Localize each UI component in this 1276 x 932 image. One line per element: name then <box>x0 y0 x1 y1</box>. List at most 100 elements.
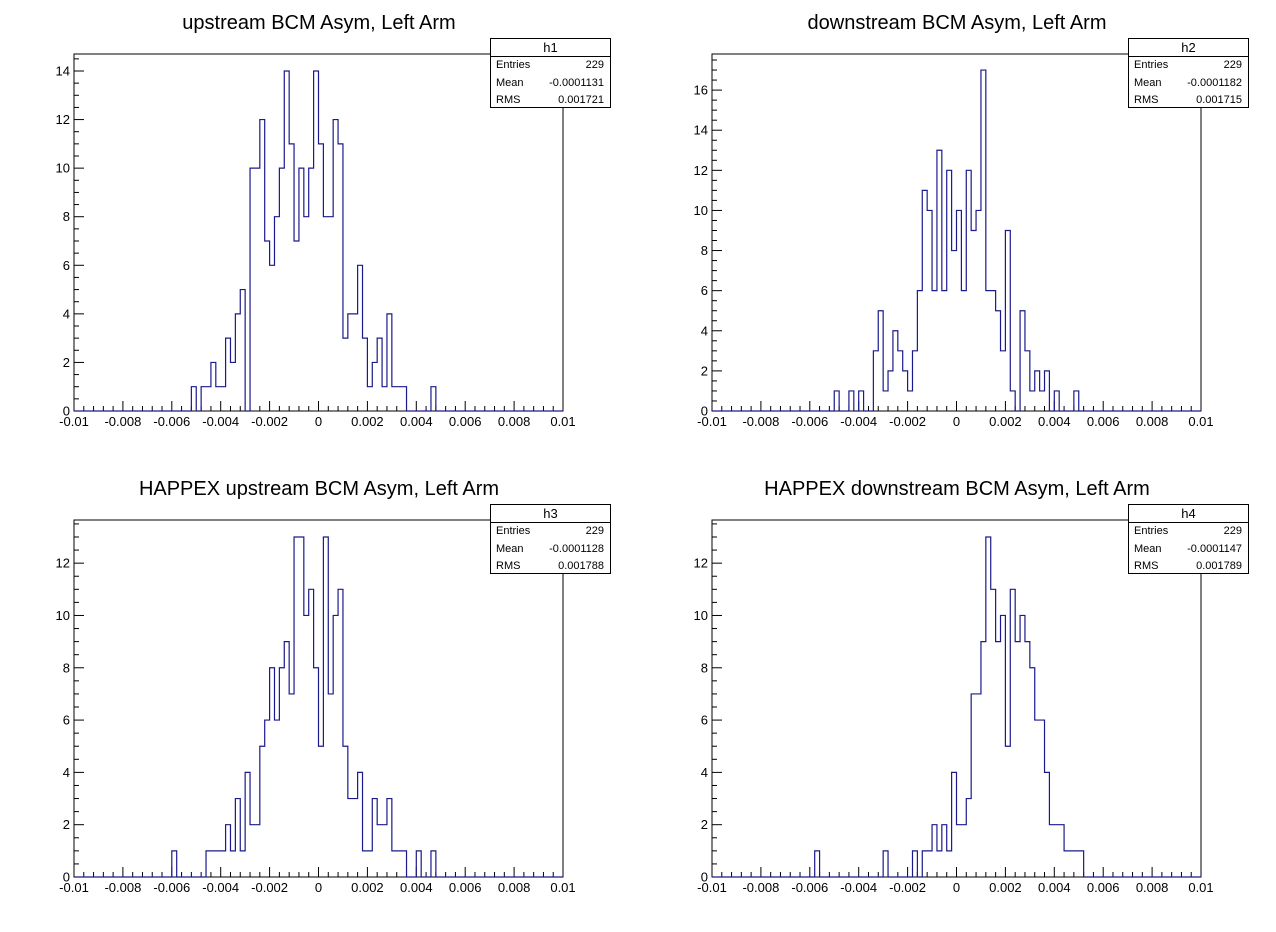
histogram-series <box>712 69 1201 412</box>
stats-rms-value: 0.001715 <box>1196 94 1242 106</box>
y-tick-label: 6 <box>63 258 70 273</box>
x-tick-label: 0 <box>953 414 960 429</box>
x-tick-label: 0.008 <box>1136 414 1169 429</box>
histogram-plot-h4: -0.01 -0.008 -0.006 -0.004 -0.002 0 0.002 0.004… <box>694 519 1214 895</box>
y-tick-label: 8 <box>63 209 70 224</box>
y-tick-label: 2 <box>701 363 708 378</box>
x-tick-label: 0.008 <box>1136 880 1169 895</box>
y-tick-label: 4 <box>63 306 70 321</box>
y-tick-label: 2 <box>63 355 70 370</box>
stats-entries-label: Entries <box>1134 59 1169 71</box>
y-tick-label: 8 <box>701 660 708 675</box>
y-tick-label: 12 <box>56 112 70 127</box>
stats-histogram-name: h4 <box>1129 505 1248 523</box>
x-tick-label: -0.006 <box>791 880 828 895</box>
x-tick-label: -0.004 <box>840 880 877 895</box>
stats-rms-label: RMS <box>496 94 521 106</box>
y-tick-label: 0 <box>63 404 70 419</box>
stats-box-h2: h2 Entries 229 Mean -0.0001182 RMS 0.001715 <box>1128 38 1249 108</box>
stats-entries-value: 229 <box>1223 59 1242 71</box>
histogram-pad-h4: -0.01 -0.008 -0.006 -0.004 -0.002 0 0.002 0.004… <box>638 466 1276 932</box>
stats-mean-label: Mean <box>496 542 524 555</box>
y-tick-label: 2 <box>63 817 70 832</box>
x-tick-label: 0.002 <box>351 880 384 895</box>
stats-box-h1: h1 Entries 229 Mean -0.0001131 RMS 0.001721 <box>490 38 611 108</box>
y-tick-label: 12 <box>694 556 708 571</box>
x-tick-label: -0.01 <box>59 414 89 429</box>
y-tick-label: 10 <box>694 203 708 218</box>
stats-rms-value: 0.001789 <box>1196 560 1242 572</box>
stats-box-h4: h4 Entries 229 Mean -0.0001147 RMS 0.001789 <box>1128 504 1249 574</box>
x-tick-label: -0.002 <box>889 414 926 429</box>
stats-mean-value: -0.0001147 <box>1187 542 1242 555</box>
histogram-pad-h1: -0.01 -0.008 -0.006 -0.004 -0.002 0 0.002 0.004… <box>0 0 638 466</box>
x-tick-label: -0.006 <box>791 414 828 429</box>
x-tick-label: 0.004 <box>1038 414 1071 429</box>
y-tick-label: 8 <box>63 660 70 675</box>
x-tick-label: 0.006 <box>449 414 482 429</box>
y-tick-label: 12 <box>56 556 70 571</box>
x-tick-label: -0.008 <box>104 414 141 429</box>
stats-entries-value: 229 <box>1223 525 1242 537</box>
stats-entries-value: 229 <box>585 59 604 71</box>
y-tick-label: 0 <box>701 404 708 419</box>
stats-rms-value: 0.001788 <box>558 560 604 572</box>
y-tick-label: 8 <box>701 243 708 258</box>
x-tick-label: -0.008 <box>104 880 141 895</box>
y-tick-label: 2 <box>701 817 708 832</box>
stats-mean-label: Mean <box>1134 76 1162 89</box>
stats-entries-label: Entries <box>496 525 531 537</box>
chart-title: upstream BCM Asym, Left Arm <box>182 12 456 34</box>
y-tick-label: 4 <box>701 765 708 780</box>
stats-entries-label: Entries <box>1134 525 1169 537</box>
y-tick-label: 16 <box>694 83 708 98</box>
x-tick-label: 0.002 <box>989 880 1022 895</box>
x-tick-label: -0.01 <box>697 880 727 895</box>
x-tick-label: -0.004 <box>202 414 239 429</box>
x-tick-label: 0.01 <box>550 414 575 429</box>
x-tick-label: -0.01 <box>59 880 89 895</box>
y-tick-label: 14 <box>694 123 708 138</box>
stats-rms-label: RMS <box>496 560 521 572</box>
histogram-series <box>74 70 563 412</box>
x-tick-label: 0 <box>315 880 322 895</box>
stats-mean-label: Mean <box>1134 542 1162 555</box>
stats-histogram-name: h1 <box>491 39 610 57</box>
stats-entries-label: Entries <box>496 59 531 71</box>
y-tick-label: 0 <box>63 870 70 885</box>
y-tick-label: 4 <box>701 323 708 338</box>
stats-mean-value: -0.0001182 <box>1187 76 1242 89</box>
x-tick-label: -0.008 <box>742 880 779 895</box>
y-tick-label: 14 <box>56 64 70 79</box>
y-tick-label: 12 <box>694 163 708 178</box>
x-tick-label: 0.004 <box>400 414 433 429</box>
histogram-plot-h2: -0.01 -0.008 -0.006 -0.004 -0.002 0 0.002 0.004… <box>694 53 1214 429</box>
stats-box-h3: h3 Entries 229 Mean -0.0001128 RMS 0.001788 <box>490 504 611 574</box>
stats-mean-value: -0.0001128 <box>549 542 604 555</box>
stats-histogram-name: h2 <box>1129 39 1248 57</box>
stats-rms-label: RMS <box>1134 560 1159 572</box>
y-tick-label: 10 <box>56 161 70 176</box>
x-tick-label: 0.008 <box>498 880 531 895</box>
x-tick-label: 0.002 <box>351 414 384 429</box>
chart-title: downstream BCM Asym, Left Arm <box>807 12 1107 34</box>
x-tick-label: -0.006 <box>153 880 190 895</box>
x-tick-label: 0.01 <box>550 880 575 895</box>
histogram-pad-h3: -0.01 -0.008 -0.006 -0.004 -0.002 0 0.002 0.004… <box>0 466 638 932</box>
y-tick-label: 6 <box>701 713 708 728</box>
x-tick-label: -0.004 <box>840 414 877 429</box>
x-tick-label: 0 <box>315 414 322 429</box>
stats-rms-label: RMS <box>1134 94 1159 106</box>
x-tick-label: -0.008 <box>742 414 779 429</box>
y-tick-label: 6 <box>701 283 708 298</box>
histogram-series <box>74 536 563 878</box>
x-tick-label: 0 <box>953 880 960 895</box>
chart-title: HAPPEX downstream BCM Asym, Left Arm <box>764 478 1150 500</box>
histogram-plot-h3: -0.01 -0.008 -0.006 -0.004 -0.002 0 0.002 0.004… <box>56 519 576 895</box>
x-tick-label: -0.004 <box>202 880 239 895</box>
stats-mean-label: Mean <box>496 76 524 89</box>
x-tick-label: -0.01 <box>697 414 727 429</box>
x-tick-label: 0.004 <box>400 880 433 895</box>
stats-mean-value: -0.0001131 <box>549 76 604 89</box>
x-tick-label: 0.008 <box>498 414 531 429</box>
